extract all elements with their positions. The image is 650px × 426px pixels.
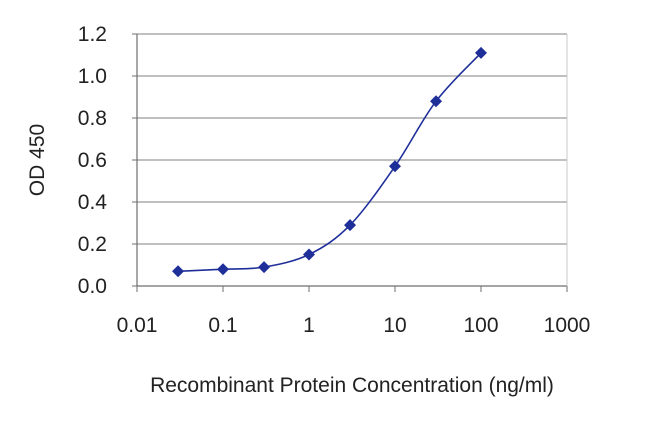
x-tick-label: 100 xyxy=(463,314,498,337)
y-tick-label: 0.4 xyxy=(78,191,108,214)
y-tick-label: 0.2 xyxy=(78,233,107,256)
y-axis-title: OD 450 xyxy=(26,124,49,196)
data-point xyxy=(475,46,487,59)
y-tick-label: 0.6 xyxy=(78,149,107,172)
data-point xyxy=(344,219,357,232)
x-tick-label: 1000 xyxy=(544,314,591,337)
y-tick-label: 0.8 xyxy=(78,107,107,130)
data-point xyxy=(389,160,401,173)
x-tick-label: 1 xyxy=(303,314,315,337)
data-series xyxy=(172,46,487,278)
x-tick-label: 0.01 xyxy=(117,314,158,337)
x-tick-label: 10 xyxy=(383,314,406,337)
data-point xyxy=(258,261,271,274)
tick-labels: 0.0 0.2 0.4 0.6 0.8 1.0 1.2 0.01 0.1 1 10 100 1000 xyxy=(78,23,591,337)
data-point xyxy=(303,248,315,261)
grid-lines xyxy=(137,33,567,245)
y-tick-label: 0.0 xyxy=(78,275,107,298)
axes xyxy=(132,33,568,292)
data-point xyxy=(217,263,229,276)
x-tick-label: 0.1 xyxy=(208,314,237,337)
y-tick-label: 1.2 xyxy=(78,23,107,46)
x-axis-title: Recombinant Protein Concentration (ng/ml… xyxy=(150,374,554,397)
data-point xyxy=(172,265,185,278)
y-tick-label: 1.0 xyxy=(78,65,107,88)
data-point xyxy=(430,95,443,108)
